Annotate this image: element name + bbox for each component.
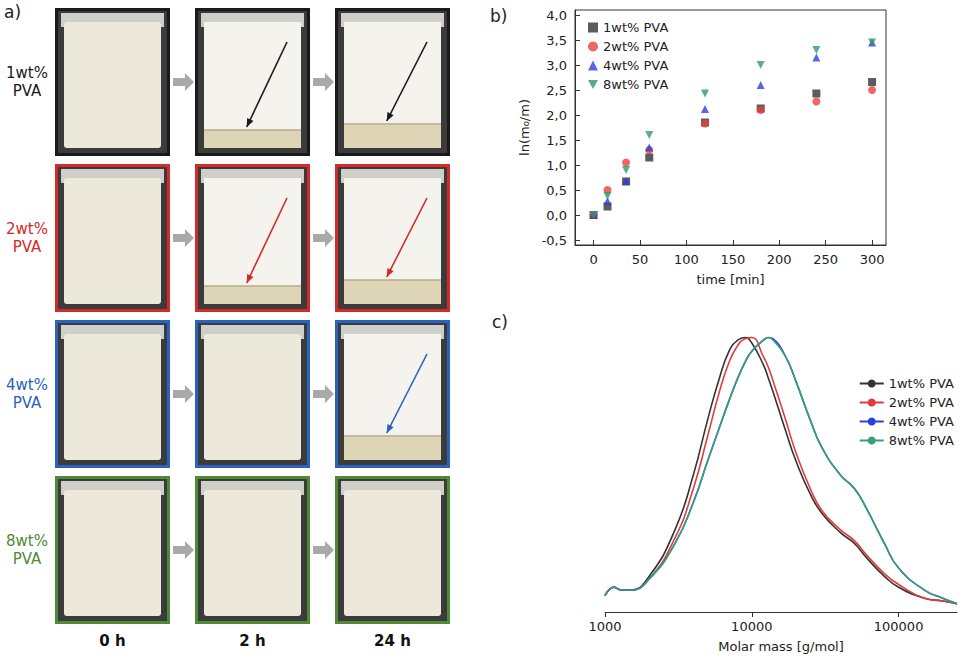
svg-text:50: 50 bbox=[632, 252, 649, 267]
svg-text:0 h: 0 h bbox=[99, 632, 125, 650]
svg-text:2,5: 2,5 bbox=[546, 83, 567, 98]
svg-text:4wt% PVA: 4wt% PVA bbox=[889, 414, 954, 429]
svg-text:-0,5: -0,5 bbox=[542, 233, 567, 248]
svg-text:1,0: 1,0 bbox=[546, 158, 567, 173]
svg-text:1,5: 1,5 bbox=[546, 133, 567, 148]
svg-text:Molar mass [g/mol]: Molar mass [g/mol] bbox=[718, 639, 844, 654]
svg-text:2wt%PVA: 2wt%PVA bbox=[6, 220, 48, 256]
svg-text:4wt% PVA: 4wt% PVA bbox=[603, 58, 668, 73]
svg-text:8wt%PVA: 8wt%PVA bbox=[6, 532, 48, 568]
svg-text:2wt% PVA: 2wt% PVA bbox=[889, 395, 954, 410]
svg-text:100: 100 bbox=[674, 252, 699, 267]
svg-text:0,5: 0,5 bbox=[546, 183, 567, 198]
svg-text:a): a) bbox=[4, 2, 21, 22]
svg-text:1wt% PVA: 1wt% PVA bbox=[603, 20, 668, 35]
svg-text:100000: 100000 bbox=[874, 619, 924, 634]
svg-text:200: 200 bbox=[767, 252, 792, 267]
svg-text:time [min]: time [min] bbox=[696, 272, 764, 287]
svg-text:3,5: 3,5 bbox=[546, 33, 567, 48]
svg-text:8wt% PVA: 8wt% PVA bbox=[889, 433, 954, 448]
svg-text:4,0: 4,0 bbox=[546, 8, 567, 23]
svg-text:150: 150 bbox=[720, 252, 745, 267]
svg-text:300: 300 bbox=[860, 252, 885, 267]
svg-text:8wt% PVA: 8wt% PVA bbox=[603, 77, 668, 92]
svg-text:b): b) bbox=[490, 6, 507, 26]
svg-text:ln(m₀/m): ln(m₀/m) bbox=[517, 99, 532, 156]
svg-text:4wt%PVA: 4wt%PVA bbox=[6, 376, 48, 412]
svg-text:2wt% PVA: 2wt% PVA bbox=[603, 39, 668, 54]
svg-text:3,0: 3,0 bbox=[546, 58, 567, 73]
svg-text:250: 250 bbox=[813, 252, 838, 267]
svg-text:2,0: 2,0 bbox=[546, 108, 567, 123]
svg-text:0,0: 0,0 bbox=[546, 208, 567, 223]
svg-text:0: 0 bbox=[589, 252, 597, 267]
svg-text:1000: 1000 bbox=[588, 619, 621, 634]
svg-text:2 h: 2 h bbox=[239, 632, 265, 650]
svg-text:c): c) bbox=[492, 312, 508, 332]
svg-text:1wt%PVA: 1wt%PVA bbox=[6, 64, 48, 100]
svg-text:24 h: 24 h bbox=[374, 632, 411, 650]
svg-text:1wt% PVA: 1wt% PVA bbox=[889, 376, 954, 391]
svg-text:10000: 10000 bbox=[731, 619, 772, 634]
